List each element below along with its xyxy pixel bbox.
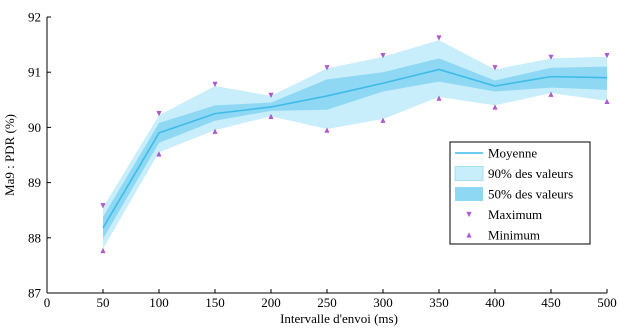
max-marker-5	[380, 53, 386, 59]
legend-label-3: Maximum	[488, 207, 542, 222]
legend-label-4: Minimum	[488, 228, 540, 243]
min-marker-8	[548, 91, 554, 97]
min-marker-3	[268, 113, 274, 119]
x-tick-label-2: 100	[149, 295, 169, 310]
max-marker-0	[100, 203, 106, 209]
max-marker-3	[268, 92, 274, 98]
y-axis-label: Ma9 : PDR (%)	[2, 114, 17, 196]
max-marker-8	[548, 54, 554, 60]
x-tick-label-7: 350	[429, 295, 449, 310]
min-marker-9	[604, 98, 610, 105]
max-marker-4	[324, 65, 330, 71]
y-tick-label-5: 92	[28, 10, 41, 25]
x-tick-label-10: 500	[597, 295, 617, 310]
legend-swatch-1	[454, 166, 484, 181]
max-marker-1	[156, 111, 162, 117]
legend: Moyenne 90% des valeurs 50% des valeurs Max…	[449, 141, 591, 245]
y-tick-label-0: 87	[28, 286, 42, 301]
min-marker-4	[324, 127, 330, 133]
min-marker-5	[380, 117, 386, 123]
x-tick-label-0: 0	[44, 295, 51, 310]
min-marker-1	[156, 151, 162, 157]
max-marker-9	[604, 53, 610, 59]
max-marker-2	[212, 81, 218, 87]
y-tick-label-4: 91	[28, 65, 41, 80]
x-tick-label-8: 400	[485, 295, 505, 310]
legend-swatch-2	[455, 187, 483, 201]
max-marker-7	[492, 65, 498, 71]
series-line-0	[102, 68, 608, 229]
x-tick-label-9: 450	[541, 295, 561, 310]
x-tick-label-4: 200	[261, 295, 281, 310]
line-layer	[102, 68, 608, 229]
legend-label-1: 90% des valeurs	[488, 166, 573, 181]
max-marker-6	[436, 35, 442, 41]
legend-swatch-3	[466, 211, 472, 218]
min-marker-6	[436, 95, 442, 101]
x-tick-label-3: 150	[205, 295, 225, 310]
x-tick-label-1: 50	[97, 295, 110, 310]
legend-label-0: Moyenne	[488, 146, 537, 161]
x-axis-label: Intervalle d'envoi (ms)	[280, 311, 398, 326]
min-marker-2	[212, 128, 218, 134]
min-marker-7	[492, 104, 498, 110]
x-tick-label-6: 300	[373, 295, 393, 310]
y-tick-label-3: 90	[28, 120, 41, 135]
y-tick-label-1: 88	[28, 230, 41, 245]
axes: 0 50 100 150 200 250 300 350 400 450 500 87 88 89 90 91…	[28, 10, 617, 311]
legend-label-2: 50% des valeurs	[488, 187, 573, 202]
x-tick-label-5: 250	[317, 295, 337, 310]
marker-layer	[100, 35, 610, 254]
min-marker-0	[100, 247, 106, 254]
band-0	[103, 40, 607, 249]
legend-swatch-4	[466, 232, 472, 238]
y-tick-label-2: 89	[28, 175, 41, 190]
